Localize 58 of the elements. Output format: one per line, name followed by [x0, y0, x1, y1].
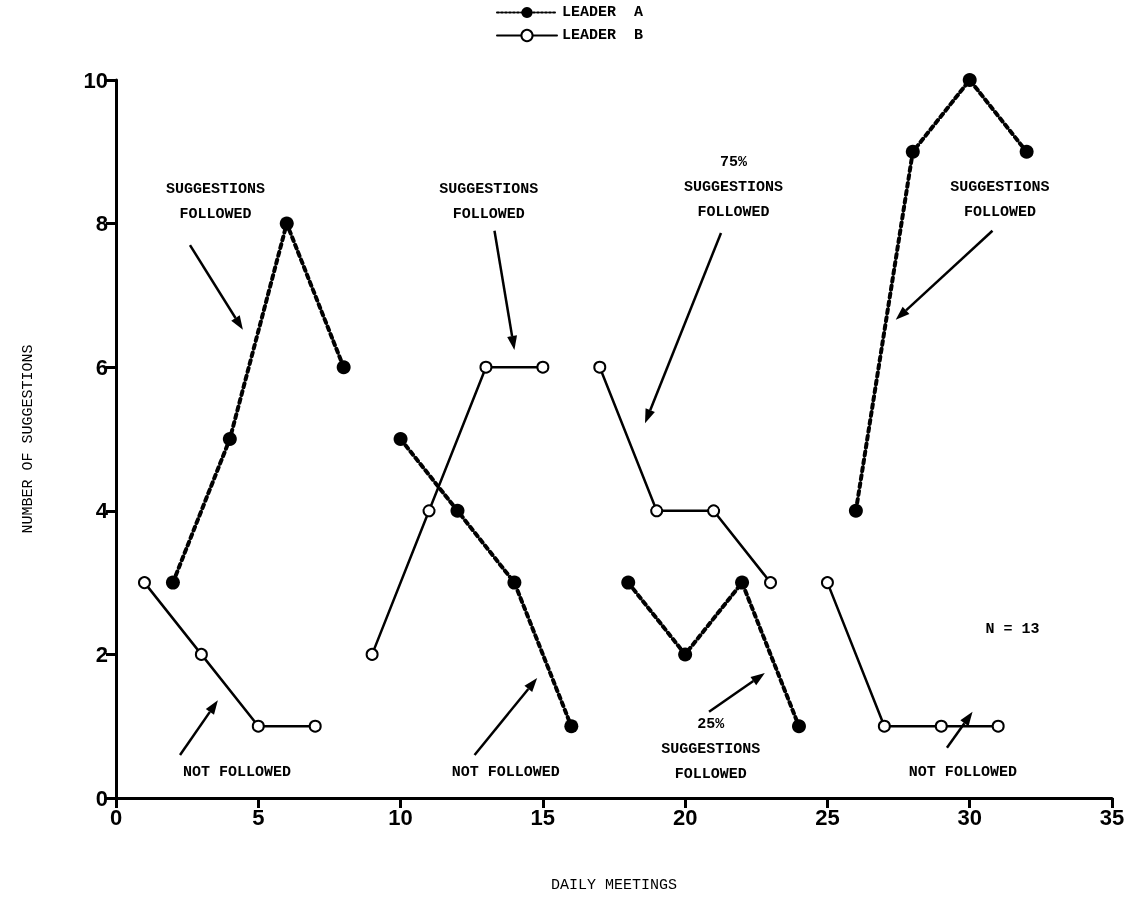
annotation: N = 13 [985, 621, 1040, 639]
x-tick-label: 15 [530, 804, 556, 830]
point [650, 504, 664, 518]
legend-label: LEADER B [561, 27, 644, 44]
point [820, 576, 834, 590]
annotation: SUGGESTIONS FOLLOWED [439, 181, 539, 224]
point [194, 647, 208, 661]
annotation: 75% SUGGESTIONS FOLLOWED [684, 154, 784, 222]
point [450, 503, 465, 518]
annotation: NOT FOLLOWED [908, 763, 1017, 781]
point [593, 360, 607, 374]
point [222, 432, 237, 446]
point [621, 575, 636, 590]
point [536, 360, 550, 374]
point [365, 647, 379, 661]
point [764, 576, 778, 590]
annotation: SUGGESTIONS FOLLOWED [166, 181, 266, 224]
x-axis-title: DAILY MEETINGS [550, 877, 678, 894]
y-tick-label: 10 [83, 67, 108, 93]
point [991, 719, 1005, 733]
point [791, 719, 806, 734]
point [564, 719, 579, 734]
point [877, 719, 891, 733]
point [336, 360, 351, 375]
annotation: SUGGESTIONS FOLLOWED [950, 178, 1050, 221]
point [934, 719, 948, 733]
x-tick-label: 20 [672, 804, 698, 830]
point [848, 503, 863, 518]
y-axis-title: NUMBER OF SUGGESTIONS [20, 344, 37, 534]
x-tick-label: 25 [815, 804, 840, 830]
annotation: 25% SUGGESTIONS FOLLOWED [661, 716, 761, 784]
y-tick-label: 2 [95, 641, 108, 667]
x-tick-label: 10 [388, 804, 413, 830]
annotation: NOT FOLLOWED [451, 763, 560, 781]
point [308, 719, 322, 733]
point [479, 360, 493, 374]
y-tick-label: 0 [95, 785, 108, 811]
annotation: NOT FOLLOWED [182, 763, 291, 781]
point [962, 73, 977, 87]
point [165, 575, 180, 590]
point [507, 575, 522, 590]
point [422, 504, 436, 518]
point [707, 504, 721, 518]
y-tick-label: 4 [95, 498, 109, 524]
x-tick-label: 35 [1099, 804, 1125, 830]
point [279, 216, 294, 231]
point [393, 432, 408, 446]
point [678, 647, 693, 662]
y-tick-label: 8 [95, 211, 108, 237]
point [137, 576, 151, 590]
y-tick-label: 6 [95, 354, 108, 380]
x-tick-label: 5 [252, 804, 265, 830]
point [735, 575, 750, 590]
point [905, 144, 920, 159]
x-tick-label: 30 [957, 804, 982, 830]
point [251, 719, 265, 733]
legend-label: LEADER A [561, 4, 644, 21]
point [1019, 144, 1034, 159]
